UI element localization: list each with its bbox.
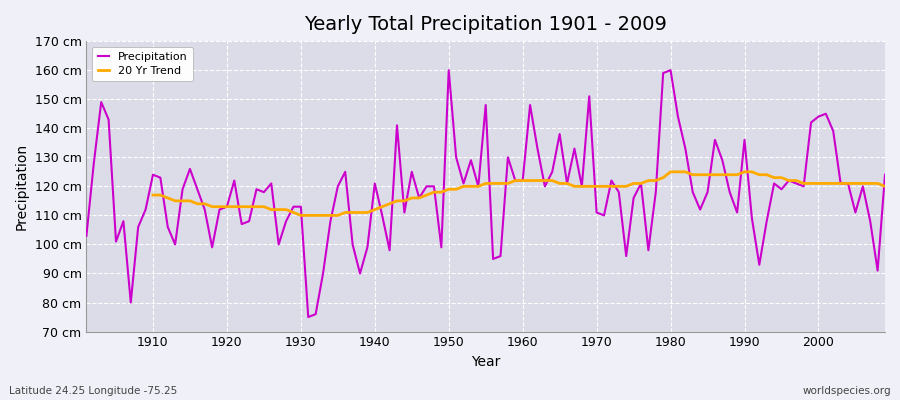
Precipitation bbox=[81, 233, 92, 238]
Line: 20 Yr Trend: 20 Yr Trend bbox=[153, 172, 885, 215]
Title: Yearly Total Precipitation 1901 - 2009: Yearly Total Precipitation 1901 - 2009 bbox=[304, 15, 667, 34]
Precipitation bbox=[621, 254, 632, 258]
20 Yr Trend bbox=[665, 170, 676, 174]
Precipitation bbox=[140, 207, 151, 212]
Precipitation bbox=[355, 271, 365, 276]
Text: Latitude 24.25 Longitude -75.25: Latitude 24.25 Longitude -75.25 bbox=[9, 386, 177, 396]
20 Yr Trend bbox=[532, 178, 543, 183]
Precipitation bbox=[310, 312, 321, 316]
X-axis label: Year: Year bbox=[471, 355, 500, 369]
20 Yr Trend bbox=[591, 184, 602, 189]
Precipitation bbox=[444, 68, 454, 72]
Precipitation bbox=[532, 146, 543, 151]
Legend: Precipitation, 20 Yr Trend: Precipitation, 20 Yr Trend bbox=[92, 47, 193, 81]
Precipitation bbox=[879, 172, 890, 177]
Precipitation bbox=[302, 315, 313, 320]
20 Yr Trend bbox=[858, 181, 868, 186]
20 Yr Trend bbox=[835, 181, 846, 186]
20 Yr Trend bbox=[148, 193, 158, 198]
20 Yr Trend bbox=[295, 213, 306, 218]
20 Yr Trend bbox=[288, 210, 299, 215]
20 Yr Trend bbox=[879, 184, 890, 189]
Y-axis label: Precipitation: Precipitation bbox=[15, 143, 29, 230]
20 Yr Trend bbox=[325, 213, 336, 218]
Precipitation bbox=[525, 103, 535, 108]
Text: worldspecies.org: worldspecies.org bbox=[803, 386, 891, 396]
Line: Precipitation: Precipitation bbox=[86, 70, 885, 317]
